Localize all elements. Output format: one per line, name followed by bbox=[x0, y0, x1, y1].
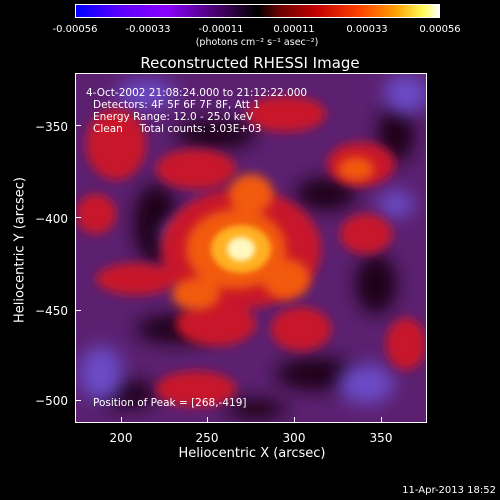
clean-total-counts: Clean Total counts: 3.03E+03 bbox=[93, 123, 262, 135]
y-tickmark bbox=[75, 310, 81, 311]
y-tick-label: −450 bbox=[35, 304, 68, 318]
y-tick-label: −400 bbox=[35, 212, 68, 226]
y-tickmark bbox=[75, 217, 81, 218]
y-tick-label: −350 bbox=[35, 120, 68, 134]
colorbar-tick: 0.00056 bbox=[419, 24, 461, 35]
colorbar-unit: (photons cm⁻² s⁻¹ asec⁻²) bbox=[195, 37, 319, 48]
generation-timestamp: 11-Apr-2013 18:52 bbox=[402, 485, 496, 496]
image-title: Reconstructed RHESSI Image bbox=[140, 54, 360, 72]
flux-map bbox=[76, 74, 426, 422]
colorbar-tick: 0.00011 bbox=[273, 24, 315, 35]
y-tickmark bbox=[75, 400, 81, 401]
x-tickmark bbox=[381, 417, 382, 423]
x-tick-label: 350 bbox=[369, 431, 393, 445]
x-tickmark bbox=[294, 417, 295, 423]
rhessi-image: 4-Oct-2002 21:08:24.000 to 21:12:22.000 … bbox=[75, 73, 427, 423]
colorbar bbox=[75, 4, 440, 18]
colorbar-tick: -0.00011 bbox=[198, 24, 244, 35]
x-tickmark bbox=[121, 417, 122, 423]
y-axis-label: Heliocentric Y (arcsec) bbox=[12, 177, 28, 323]
x-tick-label: 250 bbox=[195, 431, 219, 445]
x-axis-label: Heliocentric X (arcsec) bbox=[178, 446, 326, 461]
x-tick-label: 200 bbox=[109, 431, 133, 445]
x-tickmark bbox=[207, 417, 208, 423]
colorbar-tick: -0.00056 bbox=[52, 24, 98, 35]
y-tickmark bbox=[75, 125, 81, 126]
detectors-label: Detectors: 4F 5F 6F 7F 8F, Att 1 bbox=[93, 99, 260, 111]
time-range: 4-Oct-2002 21:08:24.000 to 21:12:22.000 bbox=[86, 87, 308, 99]
peak-position: Position of Peak = [268,-419] bbox=[93, 397, 247, 409]
x-tick-label: 300 bbox=[282, 431, 306, 445]
y-tick-label: −500 bbox=[35, 394, 68, 408]
energy-range: Energy Range: 12.0 - 25.0 keV bbox=[93, 111, 254, 123]
colorbar-tick: 0.00033 bbox=[346, 24, 388, 35]
colorbar-tick: -0.00033 bbox=[125, 24, 171, 35]
